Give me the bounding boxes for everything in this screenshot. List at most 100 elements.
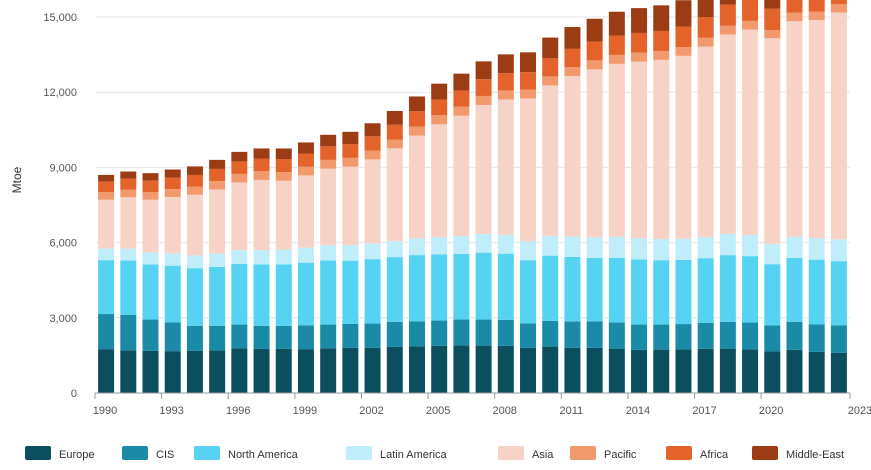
bar-segment-pacific — [719, 25, 736, 35]
bar-segment-middle-east — [764, 0, 781, 9]
bar-segment-europe — [497, 345, 514, 393]
bar-segment-europe — [186, 350, 203, 393]
bar-segment-asia — [186, 194, 203, 256]
bar-segment-pacific — [475, 95, 492, 105]
bar-segment-europe — [653, 349, 670, 393]
bar-segment-latin-america — [808, 238, 825, 260]
bar-segment-pacific — [231, 173, 248, 183]
bar-segment-europe — [364, 347, 381, 393]
bar-segment-middle-east — [275, 148, 292, 159]
bar-segment-north-america — [231, 263, 248, 325]
legend-label-middle-east: Middle-East — [786, 449, 844, 461]
bar-segment-asia — [253, 179, 270, 251]
bar-segment-middle-east — [608, 11, 625, 36]
bar-segment-north-america — [320, 260, 337, 325]
y-tick-label: 9,000 — [49, 162, 77, 174]
bar-segment-africa — [719, 4, 736, 26]
bar-segment-north-america — [586, 257, 603, 322]
bar-segment-middle-east — [586, 18, 603, 42]
bar-segment-latin-america — [231, 250, 248, 264]
bar-segment-pacific — [98, 192, 115, 200]
bar-segment-africa — [386, 124, 403, 140]
bar-segment-north-america — [364, 259, 381, 324]
bar-segment-middle-east — [142, 173, 159, 181]
bar-segment-asia — [98, 199, 115, 249]
bar-segment-latin-america — [653, 239, 670, 261]
bar-segment-middle-east — [98, 174, 115, 182]
bar-segment-latin-america — [98, 248, 115, 261]
legend-label-cis: CIS — [156, 449, 174, 461]
bar-segment-europe — [786, 349, 803, 393]
bar-segment-europe — [830, 352, 847, 393]
bar-segment-pacific — [697, 37, 714, 47]
bar-segment-pacific — [253, 171, 270, 180]
bar-segment-africa — [297, 153, 314, 167]
bar-segment-north-america — [697, 258, 714, 323]
legend-swatch-north-america — [194, 446, 220, 460]
legend-swatch-latin-america — [346, 446, 372, 460]
bar-segment-africa — [742, 0, 759, 21]
bar-segment-asia — [386, 148, 403, 242]
bar-segment-asia — [520, 98, 537, 242]
bar-segment-asia — [786, 21, 803, 237]
bar-segment-north-america — [186, 268, 203, 326]
bar-segment-latin-america — [186, 255, 203, 269]
y-tick-label: 3,000 — [49, 313, 77, 325]
bar-segment-pacific — [564, 67, 581, 77]
bar-segment-north-america — [120, 260, 137, 315]
bar-segment-pacific — [764, 30, 781, 39]
bar-segment-africa — [231, 161, 248, 174]
bar-segment-cis — [697, 322, 714, 349]
bar-segment-asia — [808, 20, 825, 239]
x-tick-label: 2008 — [492, 405, 516, 417]
bar-segment-cis — [830, 325, 847, 353]
y-tick-label: 0 — [71, 388, 77, 400]
bar-segment-cis — [275, 325, 292, 349]
bar-segment-asia — [431, 124, 448, 238]
bar-segment-north-america — [542, 255, 559, 321]
bar-segment-latin-america — [830, 239, 847, 262]
bar-segment-africa — [830, 0, 847, 4]
bar-segment-latin-america — [742, 235, 759, 257]
bar-segment-latin-america — [120, 248, 137, 261]
bar-segment-cis — [520, 323, 537, 348]
x-tick-label: 2023 — [848, 405, 871, 417]
bar-segment-latin-america — [697, 237, 714, 259]
bar-segment-north-america — [764, 264, 781, 326]
bar-segment-middle-east — [408, 96, 425, 112]
bar-segment-asia — [586, 69, 603, 238]
bar-segment-cis — [742, 322, 759, 350]
bar-segment-africa — [275, 159, 292, 173]
bar-segment-north-america — [209, 266, 226, 326]
bar-segment-middle-east — [475, 61, 492, 80]
bar-segment-asia — [231, 182, 248, 251]
bar-segment-pacific — [186, 186, 203, 195]
bar-segment-cis — [364, 323, 381, 348]
bar-segment-asia — [342, 166, 359, 246]
bar-segment-europe — [98, 349, 115, 393]
bar-segment-africa — [209, 168, 226, 182]
bar-segment-north-america — [164, 265, 181, 323]
bar-segment-africa — [408, 111, 425, 127]
bar-segment-europe — [742, 349, 759, 393]
bar-segment-europe — [719, 348, 736, 393]
bar-segment-europe — [120, 350, 137, 393]
bar-segment-north-america — [742, 256, 759, 323]
bar-segment-europe — [408, 346, 425, 393]
bar-segment-latin-america — [297, 247, 314, 263]
bar-segment-europe — [453, 345, 470, 393]
bar-segment-asia — [475, 104, 492, 235]
bar-segment-latin-america — [675, 238, 692, 260]
bar-segment-latin-america — [586, 237, 603, 258]
bar-segment-latin-america — [408, 238, 425, 256]
bar-segment-cis — [586, 321, 603, 348]
x-tick-label: 2017 — [692, 405, 716, 417]
bar-segment-latin-america — [386, 241, 403, 258]
bar-segment-latin-america — [608, 236, 625, 258]
bar-segment-africa — [186, 174, 203, 187]
legend-label-pacific: Pacific — [604, 449, 637, 461]
axes: 0 3,000 6,000 9,000 12,000 15,000 1990 1993 1996… — [43, 12, 871, 417]
bar-segment-pacific — [808, 11, 825, 21]
bars — [98, 0, 847, 393]
x-tick-label: 2011 — [559, 405, 583, 417]
